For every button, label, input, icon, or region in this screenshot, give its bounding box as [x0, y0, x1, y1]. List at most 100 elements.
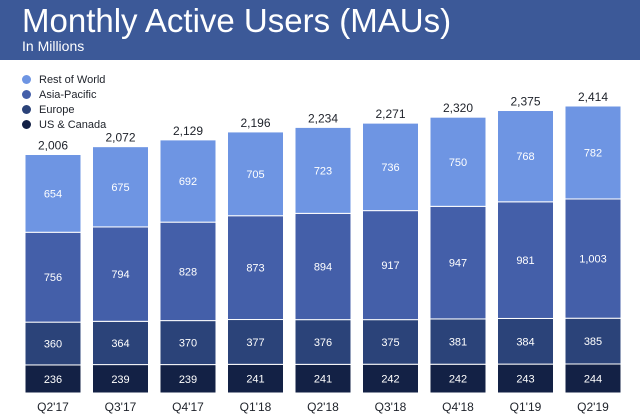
data-label-asia-pacific-q1-19: 981: [516, 255, 534, 267]
total-label-q2-18: 2,234: [308, 111, 338, 125]
legend-label-europe: Europe: [39, 103, 75, 116]
data-label-asia-pacific-q2-19: 1,003: [579, 254, 607, 266]
bar-asia-pacific-q2-19: [564, 198, 622, 319]
legend-item-rest-of-world: Rest of World: [22, 72, 162, 87]
data-label-asia-pacific-q3-18: 917: [381, 260, 399, 272]
legend-swatch-us-canada: [22, 120, 31, 129]
bar-rest-of-world-q2-17: [24, 154, 82, 233]
bar-us-canada-q2-18: [294, 363, 352, 394]
data-label-asia-pacific-q4-18: 947: [449, 258, 467, 270]
bar-asia-pacific-q4-17: [159, 221, 217, 322]
bar-us-canada-q1-18: [227, 363, 284, 394]
data-label-us-canada-q3-17: 239: [111, 374, 129, 386]
bar-rest-of-world-q4-17: [159, 139, 217, 223]
total-label-q2-19: 2,414: [578, 90, 608, 104]
data-label-rest-of-world-q4-17: 692: [179, 176, 197, 188]
bar-europe-q4-18: [429, 318, 487, 365]
data-label-europe-q2-18: 376: [314, 337, 332, 349]
data-label-europe-q1-18: 377: [246, 337, 264, 349]
x-tick-label-q2-17: Q2'17: [37, 400, 69, 414]
data-label-rest-of-world-q3-18: 736: [381, 162, 399, 174]
legend-swatch-asia-pacific: [22, 90, 31, 99]
data-label-asia-pacific-q2-17: 756: [44, 272, 62, 284]
bar-europe-q2-17: [24, 321, 82, 366]
total-label-q1-18: 2,196: [240, 116, 270, 130]
chart-subtitle: In Millions: [22, 38, 85, 54]
legend-label-us-canada: US & Canada: [39, 118, 107, 131]
x-tick-label-q2-19: Q2'19: [577, 400, 609, 414]
data-label-asia-pacific-q4-17: 828: [179, 266, 197, 278]
data-label-us-canada-q4-18: 242: [449, 374, 467, 386]
data-label-us-canada-q2-17: 236: [44, 374, 62, 386]
bar-europe-q3-18: [362, 319, 419, 365]
data-label-us-canada-q3-18: 242: [381, 374, 399, 386]
total-label-q4-17: 2,129: [173, 124, 203, 138]
bar-rest-of-world-q3-18: [362, 122, 419, 212]
total-label-q2-17: 2,006: [38, 139, 68, 153]
x-tick-label-q3-18: Q3'18: [375, 400, 407, 414]
data-label-us-canada-q1-19: 243: [516, 374, 534, 386]
data-label-rest-of-world-q2-17: 654: [44, 188, 62, 200]
bar-asia-pacific-q4-18: [429, 205, 487, 320]
bar-europe-q1-19: [497, 317, 554, 365]
bar-asia-pacific-q3-17: [92, 226, 149, 322]
bar-rest-of-world-q1-19: [497, 110, 554, 203]
x-tick-label-q4-17: Q4'17: [172, 400, 204, 414]
legend-label-rest-of-world: Rest of World: [39, 73, 106, 86]
total-label-q3-18: 2,271: [375, 107, 405, 121]
data-label-rest-of-world-q2-18: 723: [314, 165, 332, 177]
data-label-europe-q4-17: 370: [179, 338, 197, 350]
x-tick-label-q4-18: Q4'18: [442, 400, 474, 414]
total-label-q4-18: 2,320: [443, 101, 473, 115]
legend-label-asia-pacific: Asia-Pacific: [39, 88, 97, 101]
bar-us-canada-q4-17: [159, 364, 217, 394]
legend-item-europe: Europe: [22, 102, 162, 117]
bar-rest-of-world-q4-18: [429, 116, 487, 207]
bar-rest-of-world-q3-17: [92, 146, 149, 228]
x-tick-label-q1-18: Q1'18: [240, 400, 272, 414]
data-label-asia-pacific-q1-18: 873: [246, 263, 264, 275]
data-label-asia-pacific-q3-17: 794: [111, 269, 129, 281]
bar-europe-q3-17: [92, 320, 149, 366]
x-tick-label-q2-18: Q2'18: [307, 400, 339, 414]
legend-swatch-rest-of-world: [22, 75, 31, 84]
data-label-us-canada-q4-17: 239: [179, 374, 197, 386]
x-tick-label-q3-17: Q3'17: [105, 400, 137, 414]
data-label-us-canada-q2-19: 244: [584, 373, 602, 385]
data-label-asia-pacific-q2-18: 894: [314, 262, 332, 274]
bar-us-canada-q4-18: [429, 363, 487, 394]
chart-title: Monthly Active Users (MAUs): [22, 2, 452, 39]
bar-asia-pacific-q1-18: [227, 215, 284, 321]
data-label-europe-q1-19: 384: [516, 336, 534, 348]
chart-legend: Rest of World Asia-Pacific Europe US & C…: [22, 72, 162, 132]
bar-us-canada-q2-17: [24, 364, 82, 394]
legend-item-us-canada: US & Canada: [22, 117, 162, 132]
data-label-rest-of-world-q1-19: 768: [516, 151, 534, 163]
data-label-rest-of-world-q2-19: 782: [584, 147, 602, 159]
data-label-europe-q2-19: 385: [584, 336, 602, 348]
bar-us-canada-q2-19: [564, 363, 622, 394]
bar-rest-of-world-q2-18: [294, 126, 352, 214]
x-tick-label-q1-19: Q1'19: [510, 400, 542, 414]
data-label-europe-q4-18: 381: [449, 337, 467, 349]
bar-europe-q2-19: [564, 317, 622, 365]
data-label-europe-q3-18: 375: [381, 337, 399, 349]
chart-header: Monthly Active Users (MAUs) In Millions: [0, 0, 640, 60]
bar-asia-pacific-q1-19: [497, 201, 554, 319]
bar-rest-of-world-q1-18: [227, 131, 284, 217]
data-label-rest-of-world-q1-18: 705: [246, 169, 264, 181]
bar-rest-of-world-q2-19: [564, 105, 622, 200]
total-label-q3-17: 2,072: [105, 131, 135, 145]
data-label-europe-q2-17: 360: [44, 339, 62, 351]
bar-us-canada-q1-19: [497, 363, 554, 394]
data-label-rest-of-world-q3-17: 675: [111, 182, 129, 194]
legend-swatch-europe: [22, 105, 31, 114]
bar-europe-q1-18: [227, 319, 284, 365]
bar-asia-pacific-q2-18: [294, 212, 352, 321]
data-label-rest-of-world-q4-18: 750: [449, 157, 467, 169]
data-label-us-canada-q2-18: 241: [314, 374, 332, 386]
bar-europe-q2-18: [294, 319, 352, 365]
data-label-us-canada-q1-18: 241: [246, 374, 264, 386]
total-label-q1-19: 2,375: [510, 95, 540, 109]
